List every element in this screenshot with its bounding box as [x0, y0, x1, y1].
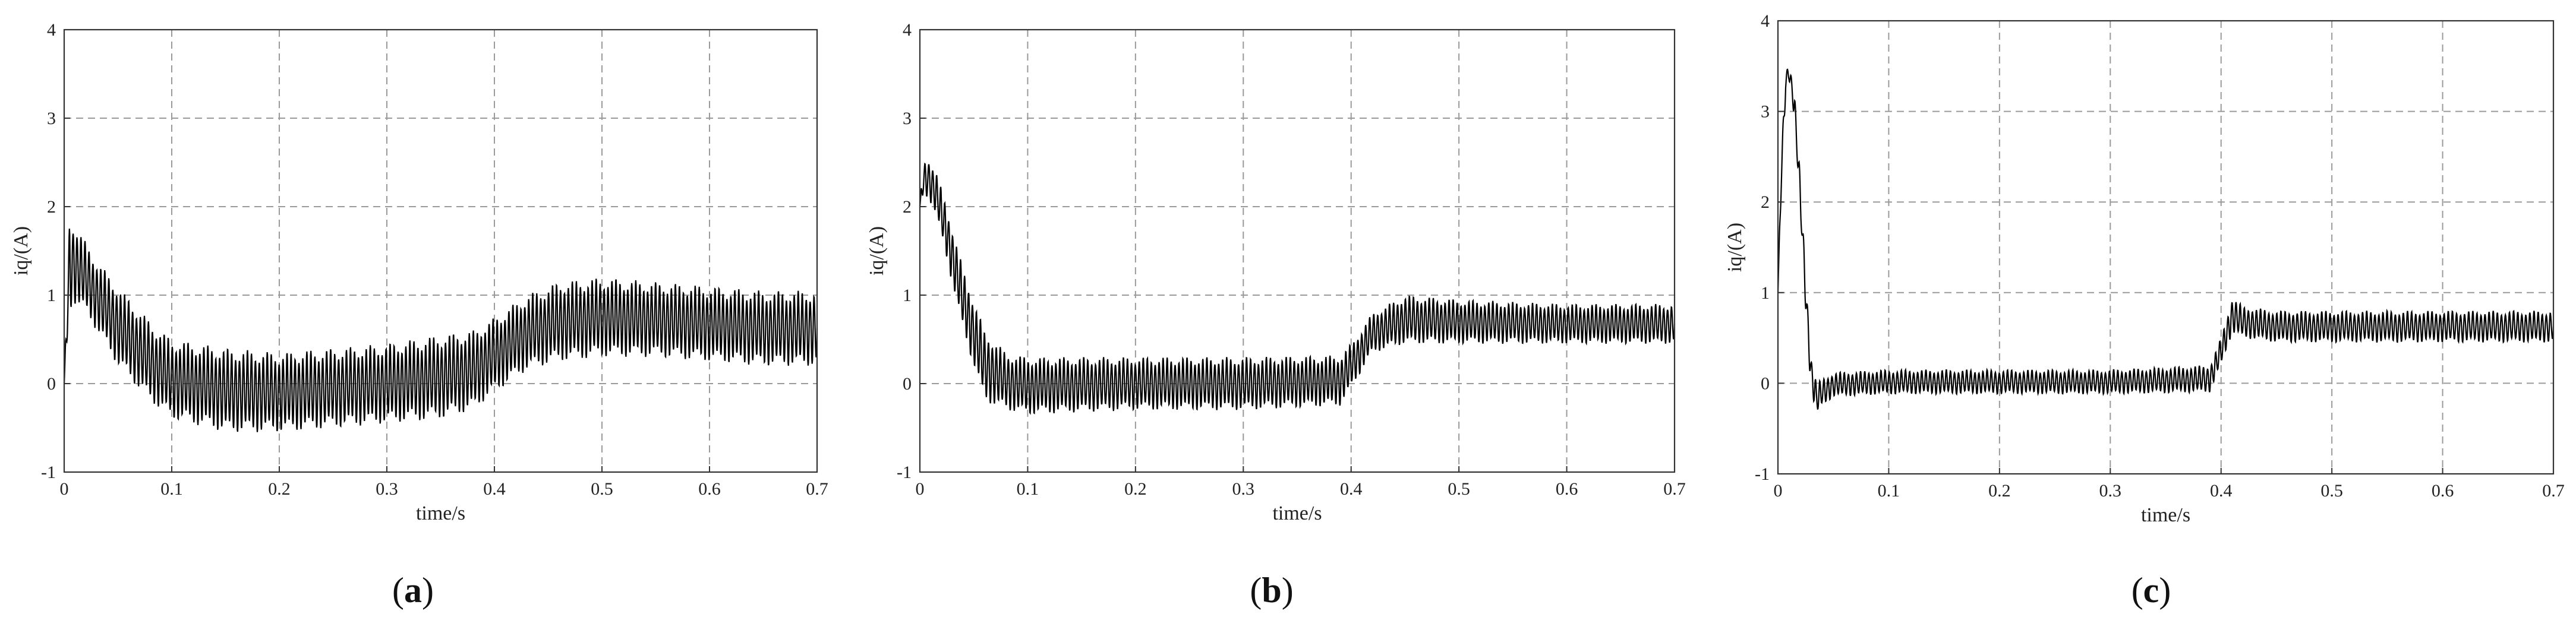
y-tick-label: 1 [903, 286, 912, 305]
chart-panel-b: 0 0.1 0.2 0.3 0.4 0.5 0.6 0.7-101234time/siq/(A… [866, 20, 1686, 524]
x-tick-label: 0.4 [2210, 481, 2233, 501]
plot-frame [919, 29, 1676, 473]
y-tick-label: 0 [47, 374, 56, 394]
caption-letter-c: c [2143, 571, 2159, 610]
iq-signal-line [919, 162, 1676, 415]
x-tick-label: 0.1 [160, 479, 183, 499]
y-tick-label: 2 [903, 197, 912, 217]
x-tick-label: 0.2 [1124, 479, 1147, 499]
x-tick-label: 0.3 [1232, 479, 1255, 499]
caption-letter-a: a [404, 571, 422, 610]
chart-panel-c: 0 0.1 0.2 0.3 0.4 0.5 0.6 0.7-101234time/siq/(A… [1724, 11, 2565, 526]
y-tick-label: 4 [1761, 11, 1770, 31]
caption-b: (b) [1250, 571, 1294, 610]
x-tick-label: 0.3 [2099, 481, 2122, 501]
x-tick-label: 0.4 [483, 479, 506, 499]
y-axis-label: iq/(A) [1724, 223, 1746, 272]
x-tick-label: 0.5 [1448, 479, 1470, 499]
y-tick-label: -1 [897, 463, 912, 482]
y-tick-label: -1 [41, 463, 56, 482]
x-tick-label: 0.2 [1988, 481, 2011, 501]
y-tick-label: 0 [1761, 374, 1770, 393]
y-axis-label: iq/(A) [10, 226, 32, 276]
caption-letter-b: b [1262, 571, 1282, 610]
x-tick-label: 0.6 [2432, 481, 2454, 501]
y-tick-label: 2 [1761, 192, 1770, 212]
y-tick-label: 4 [47, 20, 56, 40]
x-tick-label: 0.5 [2320, 481, 2343, 501]
y-tick-label: 4 [903, 20, 912, 40]
x-tick-label: 0 [60, 479, 69, 499]
x-tick-label: 0.3 [376, 479, 398, 499]
iq-signal-line [1777, 68, 2555, 410]
x-tick-label: 0.2 [268, 479, 291, 499]
y-tick-label: 3 [47, 109, 56, 128]
x-tick-label: 0 [1774, 481, 1783, 501]
x-tick-label: 0.7 [1663, 479, 1686, 499]
x-tick-label: 0.7 [806, 479, 828, 499]
y-tick-label: 3 [903, 109, 912, 128]
iq-signal-line [63, 229, 818, 432]
y-axis-label: iq/(A) [866, 226, 888, 276]
y-tick-label: -1 [1755, 464, 1770, 484]
plot-frame [63, 29, 818, 473]
y-tick-label: 2 [47, 197, 56, 217]
y-tick-label: 1 [1761, 283, 1770, 303]
x-tick-label: 0.7 [2542, 481, 2565, 501]
x-tick-label: 0.6 [1556, 479, 1578, 499]
x-tick-label: 0.1 [1878, 481, 1900, 501]
x-tick-label: 0.6 [698, 479, 721, 499]
x-tick-label: 0.5 [591, 479, 613, 499]
x-tick-label: 0.4 [1340, 479, 1363, 499]
plot-frame [1777, 20, 2555, 475]
caption-a: (a) [392, 571, 434, 610]
x-axis-label: time/s [2141, 504, 2190, 526]
caption-c: (c) [2131, 571, 2171, 610]
y-tick-label: 0 [903, 374, 912, 394]
x-axis-label: time/s [1272, 502, 1322, 524]
x-axis-label: time/s [416, 502, 465, 524]
chart-panel-a: 0 0.1 0.2 0.3 0.4 0.5 0.6 0.7-101234time/siq/(A… [10, 20, 828, 524]
x-tick-label: 0.1 [1017, 479, 1039, 499]
y-tick-label: 3 [1761, 102, 1770, 122]
x-tick-label: 0 [916, 479, 925, 499]
y-tick-label: 1 [47, 286, 56, 305]
